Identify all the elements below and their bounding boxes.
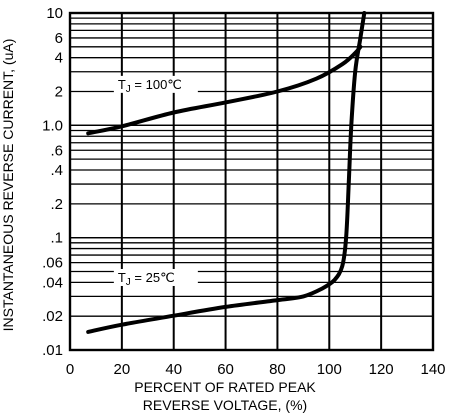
x-tick-label: 140 (420, 361, 445, 378)
y-axis-label: INSTANTANEOUS REVERSE CURRENT, (uA) (0, 38, 16, 332)
series-line-tj-100c (86, 44, 363, 136)
y-tick-label: .06 (42, 255, 63, 272)
y-tick-label: 2 (55, 84, 63, 101)
x-axis-label-line-2: REVERSE VOLTAGE, (%) (142, 397, 308, 413)
plot-border (68, 11, 435, 352)
y-tick-label: 1.0 (42, 117, 63, 134)
y-tick-label: 6 (55, 30, 63, 47)
y-tick-label: .2 (50, 196, 63, 213)
x-tick-label: 80 (269, 361, 286, 378)
x-tick-label: 120 (369, 361, 394, 378)
y-tick-label: .4 (50, 162, 63, 179)
curve-labels: TJ = 100℃ TJ = 25℃ (113, 75, 198, 288)
series-label-bg (113, 75, 198, 93)
plot-frame (68, 11, 435, 352)
x-tick-label: 100 (317, 361, 342, 378)
x-axis-label-line-1: PERCENT OF RATED PEAK (134, 379, 316, 395)
y-tick-label: .6 (50, 142, 63, 159)
y-tick-label: .02 (42, 308, 63, 325)
x-tick-label: 0 (66, 361, 74, 378)
y-tick-label: .01 (42, 342, 63, 359)
y-tick-label: 4 (55, 50, 63, 67)
grid-lines (69, 12, 434, 351)
axis-ticks: 0 20 40 60 80 100 120 140 10 6 4 2 1.0 .6 .4 .2 .1 .06 .04… (42, 5, 445, 378)
y-tick-label: .1 (50, 230, 63, 247)
x-tick-label: 60 (217, 361, 234, 378)
data-curves (86, 11, 367, 334)
series-label-tj-100c: TJ = 100℃ (118, 77, 182, 95)
series-line-tj-25c (86, 11, 367, 334)
series-label-bg (113, 268, 198, 286)
y-tick-label: .04 (42, 274, 63, 291)
y-tick-label: 10 (46, 5, 63, 22)
y-axis-label-wrap: INSTANTANEOUS REVERSE CURRENT, (uA) (0, 0, 18, 418)
series-label-tj-25c: TJ = 25℃ (118, 270, 175, 288)
x-tick-label: 40 (165, 361, 182, 378)
x-tick-label: 20 (114, 361, 131, 378)
